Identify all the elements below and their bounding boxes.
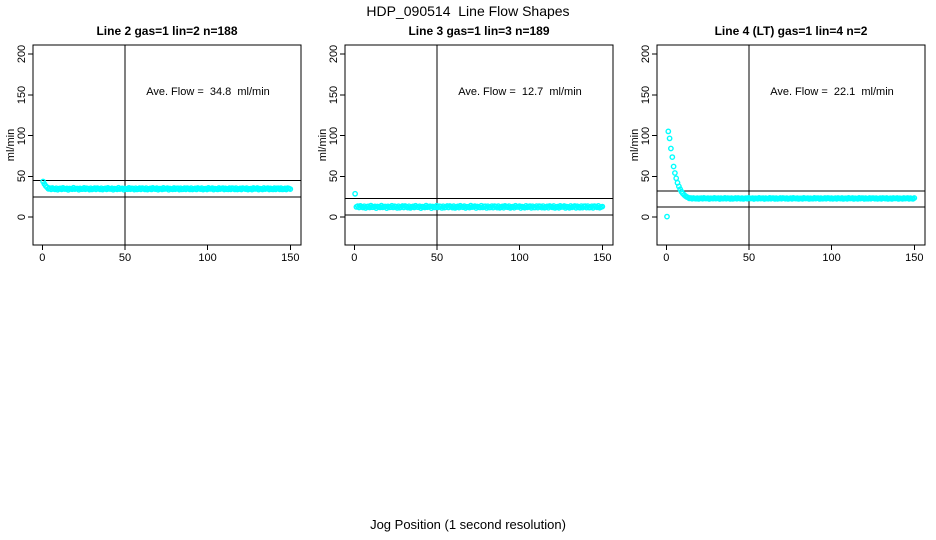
plot-box — [32, 44, 302, 246]
data-points — [40, 178, 294, 193]
data-points — [352, 190, 606, 212]
x-tick-label: 50 — [430, 252, 444, 264]
x-tick-label: 0 — [351, 252, 358, 264]
x-tick-label: 150 — [281, 252, 300, 264]
data-point — [665, 128, 672, 135]
data-point — [673, 175, 680, 182]
x-tick-label: 150 — [905, 252, 924, 264]
ave-flow-annotation: Ave. Flow = 34.8 ml/min — [146, 86, 270, 98]
panel-title: Line 3 gas=1 lin=3 n=189 — [408, 24, 550, 38]
x-tick-label: 100 — [510, 252, 529, 264]
data-point — [664, 213, 670, 220]
x-tick-label: 50 — [118, 252, 132, 264]
panel-line-4-lt: Line 4 (LT) gas=1 lin=4 n=2 ml/min Ave. … — [624, 0, 936, 300]
data-point — [352, 190, 358, 197]
data-point — [287, 186, 294, 193]
x-tick-label: 100 — [198, 252, 217, 264]
x-tick-label: 0 — [663, 252, 670, 264]
data-point — [599, 203, 606, 210]
panel-line-3: Line 3 gas=1 lin=3 n=189 ml/min Ave. Flo… — [312, 0, 624, 300]
plot-box — [656, 44, 926, 246]
figure-title: HDP_090514 Line Flow Shapes — [366, 3, 570, 19]
x-tick-label: 150 — [593, 252, 612, 264]
ave-flow-annotation: Ave. Flow = 22.1 ml/min — [770, 86, 894, 98]
data-point — [672, 170, 678, 176]
data-point — [911, 195, 918, 201]
data-point — [676, 183, 682, 190]
data-point — [670, 163, 677, 170]
ave-flow-annotation: Ave. Flow = 12.7 ml/min — [458, 86, 582, 98]
x-tick-label: 100 — [822, 252, 841, 264]
x-tick-label: 0 — [39, 252, 46, 264]
panel-line-2: Line 2 gas=1 lin=2 n=188 ml/min Ave. Flo… — [0, 0, 312, 300]
plot-box — [344, 44, 614, 246]
data-point — [666, 135, 673, 142]
data-points — [664, 128, 918, 220]
panel-title: Line 2 gas=1 lin=2 n=188 — [96, 24, 238, 38]
x-axis-label: Jog Position (1 second resolution) — [370, 517, 566, 532]
data-point — [669, 154, 676, 161]
x-tick-label: 50 — [742, 252, 756, 264]
data-point — [668, 145, 674, 152]
plot-area — [652, 44, 926, 250]
plot-area — [28, 44, 302, 250]
plot-area — [340, 44, 614, 250]
panel-title: Line 4 (LT) gas=1 lin=4 n=2 — [714, 24, 868, 38]
